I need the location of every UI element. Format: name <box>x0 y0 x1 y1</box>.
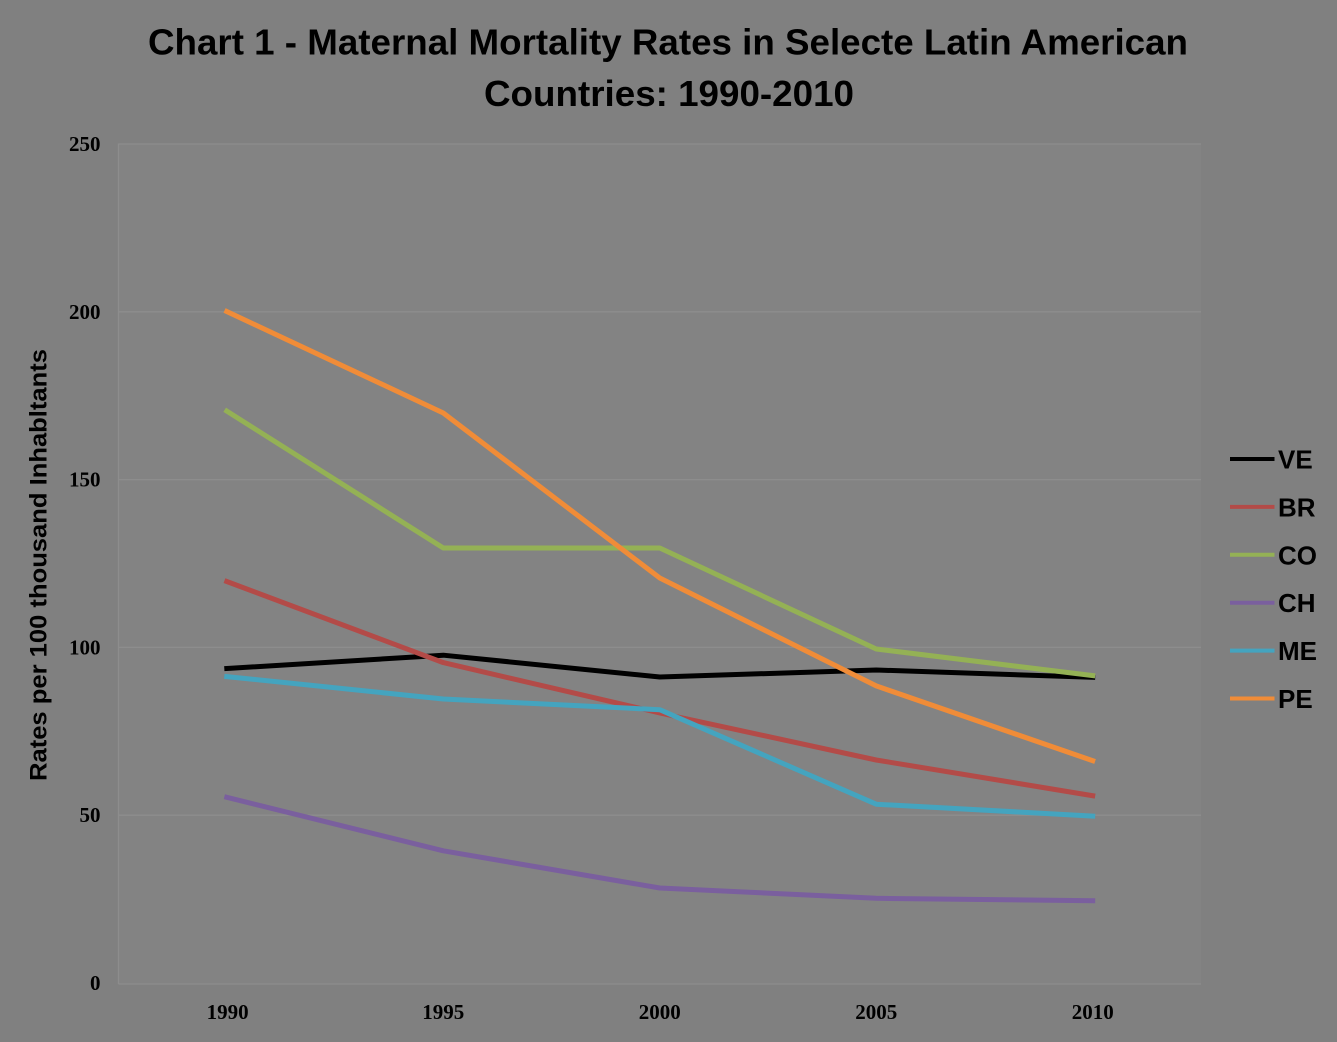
svg-text:CO: CO <box>1278 540 1317 570</box>
svg-text:ME: ME <box>1278 636 1317 666</box>
svg-text:2010: 2010 <box>1072 1000 1114 1024</box>
svg-text:VE: VE <box>1278 445 1313 475</box>
svg-text:BR: BR <box>1278 492 1316 522</box>
svg-text:100: 100 <box>69 635 101 659</box>
svg-text:PE: PE <box>1278 684 1313 714</box>
svg-text:1990: 1990 <box>207 1000 249 1024</box>
svg-text:250: 250 <box>69 132 101 156</box>
svg-text:50: 50 <box>80 803 101 827</box>
svg-text:0: 0 <box>90 971 101 995</box>
svg-text:Countries: 1990-2010: Countries: 1990-2010 <box>484 73 854 114</box>
svg-text:150: 150 <box>69 468 101 492</box>
svg-text:200: 200 <box>69 300 101 324</box>
svg-text:2005: 2005 <box>855 1000 897 1024</box>
svg-text:2000: 2000 <box>639 1000 681 1024</box>
svg-text:Chart 1 - Maternal Mortality R: Chart 1 - Maternal Mortality Rates in Se… <box>148 22 1188 63</box>
svg-text:Rates per 100 thousand Inhablt: Rates per 100 thousand Inhabltants <box>26 349 53 781</box>
svg-text:CH: CH <box>1278 588 1316 618</box>
svg-text:1995: 1995 <box>422 1000 464 1024</box>
